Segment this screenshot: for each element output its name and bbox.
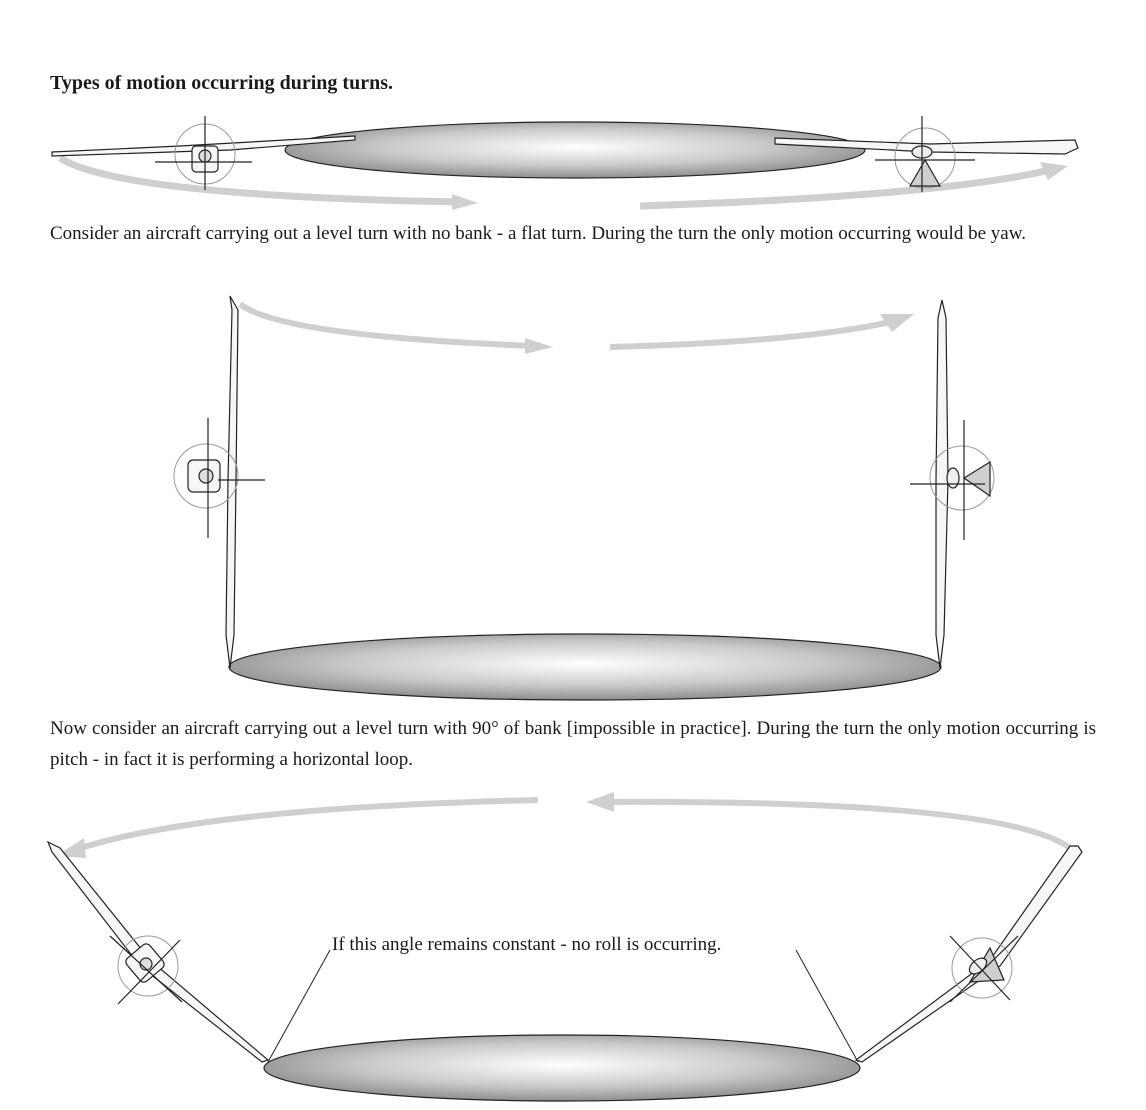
turn-arrow-right [639, 166, 1051, 210]
aircraft-left [51, 116, 356, 190]
turn-disc [263, 1034, 861, 1102]
turn-arrow-left [58, 155, 461, 206]
arrowhead-left [525, 338, 553, 354]
constant-angle-figure [46, 792, 1083, 1102]
arrowhead-left [452, 194, 478, 210]
turn-disc [284, 121, 866, 179]
loop-arrow-right [609, 798, 1078, 855]
aircraft-right [910, 299, 995, 669]
callout-line-right [795, 949, 859, 1063]
aircraft-right [854, 845, 1083, 1063]
pitch-arrow-left [238, 301, 536, 349]
callout-line-left [267, 949, 331, 1063]
aircraft-right [774, 116, 1079, 192]
flat-turn-figure [51, 116, 1079, 210]
pitch-arrow-right [609, 319, 891, 350]
banked-90-figure [173, 295, 995, 701]
loop-arrow-left [74, 797, 539, 853]
paragraph-90-bank: Now consider an aircraft carrying out a … [50, 718, 1096, 770]
arrowhead-right [880, 314, 914, 332]
angle-callout: If this angle remains constant - no roll… [332, 934, 722, 955]
aircraft-left [46, 840, 270, 1063]
page-title: Types of motion occurring during turns. [50, 72, 393, 94]
aircraft-left [173, 295, 265, 669]
arrowhead-right [1040, 162, 1068, 180]
turn-disc [228, 633, 942, 701]
paragraph-flat-turn: Consider an aircraft carrying out a leve… [50, 223, 1026, 244]
arrowhead-right [586, 792, 614, 812]
